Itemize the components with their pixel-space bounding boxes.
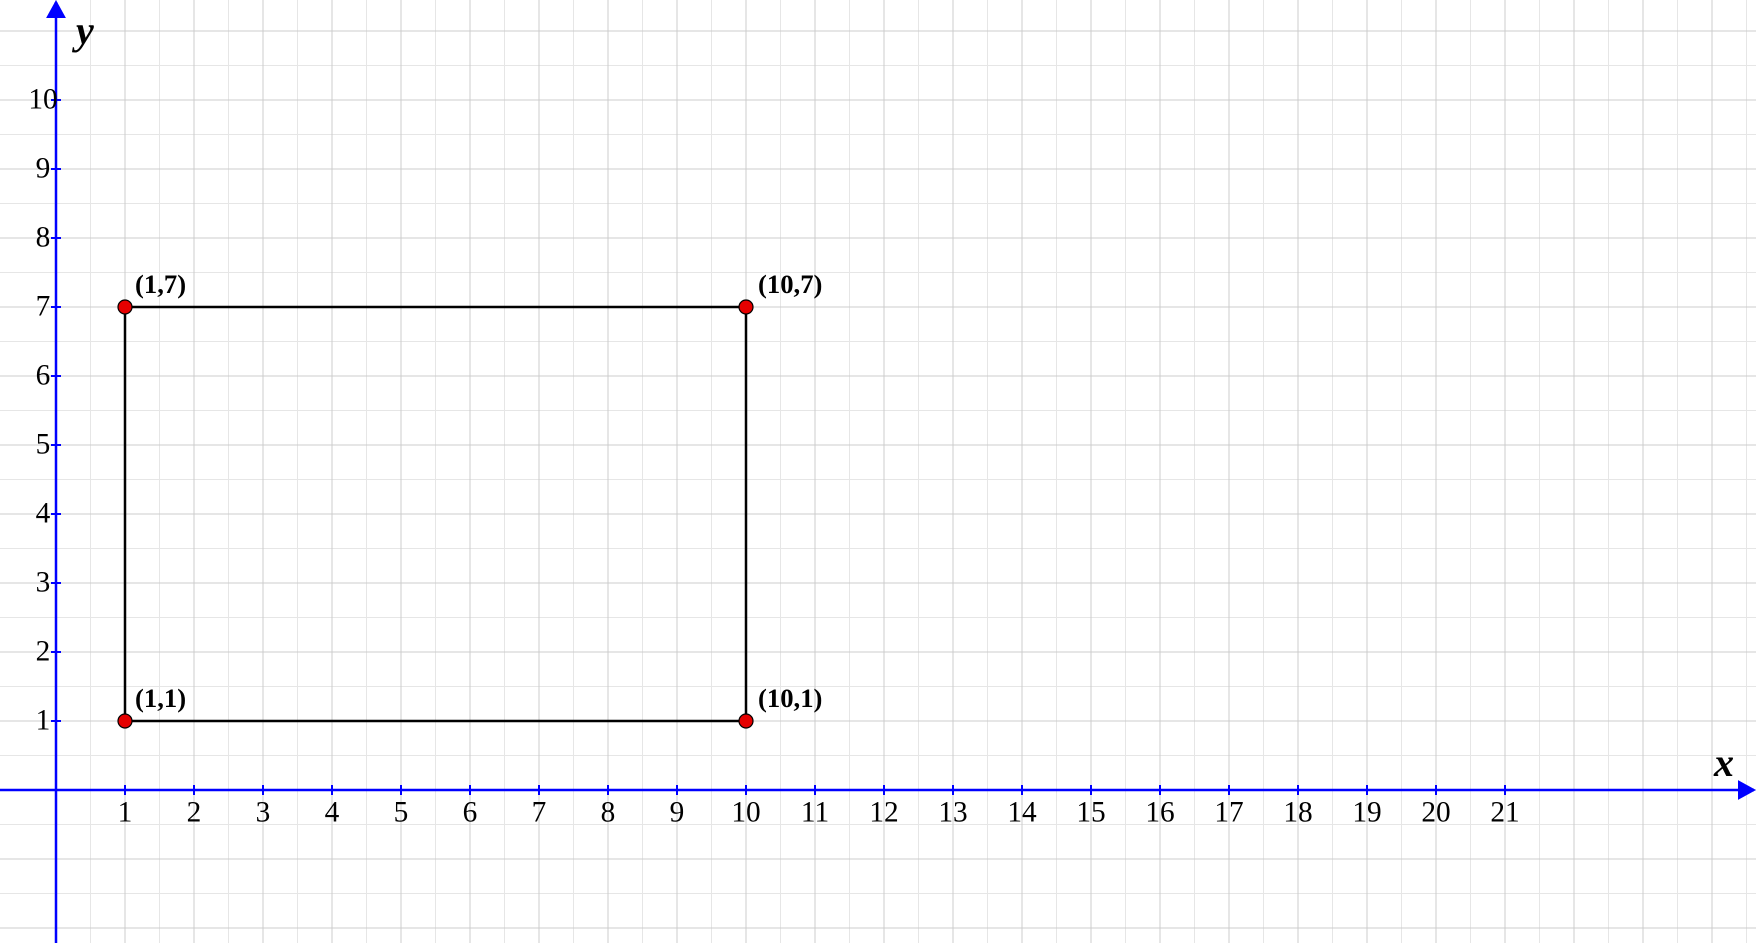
x-tick-label: 2 — [187, 796, 202, 828]
x-tick-label: 13 — [938, 796, 967, 828]
x-tick-label: 12 — [869, 796, 898, 828]
x-tick-label: 8 — [601, 796, 616, 828]
x-tick-label: 9 — [670, 796, 685, 828]
y-tick-label: 5 — [36, 428, 51, 460]
x-tick-label: 20 — [1421, 796, 1450, 828]
x-axis-label: x — [1713, 740, 1734, 785]
x-tick-label: 10 — [731, 796, 760, 828]
y-tick-label: 3 — [36, 566, 51, 598]
vertex-label: (1,1) — [135, 683, 186, 713]
y-axis-arrow — [46, 0, 66, 18]
x-tick-label: 4 — [325, 796, 340, 828]
vertex-labels: (1,1) (1,7) (10,7) (10,1) — [135, 269, 822, 713]
y-tick-label: 7 — [36, 290, 51, 322]
x-tick-label: 14 — [1007, 796, 1037, 828]
y-tick-label: 1 — [36, 704, 51, 736]
vertex-point — [118, 300, 132, 314]
x-tick-label: 5 — [394, 796, 409, 828]
y-tick-label: 2 — [36, 635, 51, 667]
y-tick-label: 10 — [28, 83, 57, 115]
y-tick-label: 9 — [36, 152, 51, 184]
x-tick-label: 3 — [256, 796, 271, 828]
x-tick-label: 16 — [1145, 796, 1174, 828]
vertex-point — [739, 300, 753, 314]
x-tick-label: 15 — [1076, 796, 1105, 828]
x-tick-label: 21 — [1490, 796, 1519, 828]
x-tick-label: 17 — [1214, 796, 1243, 828]
x-tick-label: 19 — [1352, 796, 1381, 828]
y-axis-label: y — [72, 8, 94, 53]
y-tick-label: 8 — [36, 221, 51, 253]
coordinate-plane: 1234567891011121314151617181920211234567… — [0, 0, 1756, 943]
x-tick-label: 18 — [1283, 796, 1312, 828]
vertex-label: (10,1) — [758, 683, 822, 713]
y-tick-label: 4 — [36, 497, 51, 529]
vertex-label: (10,7) — [758, 269, 822, 299]
y-tick-label: 6 — [36, 359, 51, 391]
x-tick-label: 6 — [463, 796, 478, 828]
x-tick-label: 7 — [532, 796, 547, 828]
x-tick-label: 1 — [118, 796, 133, 828]
vertex-point — [118, 714, 132, 728]
vertex-point — [739, 714, 753, 728]
axis-labels: xy — [72, 8, 1734, 785]
x-tick-label: 11 — [801, 796, 829, 828]
axis-tick-labels: 1234567891011121314151617181920211234567… — [28, 83, 1519, 828]
vertex-label: (1,7) — [135, 269, 186, 299]
